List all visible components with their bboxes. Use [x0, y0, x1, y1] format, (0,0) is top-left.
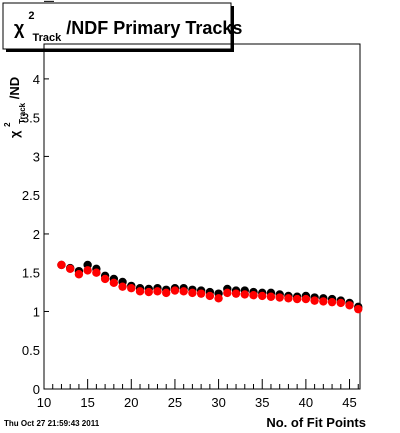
data-point [188, 288, 197, 298]
x-tick-label: 45 [342, 395, 356, 410]
x-axis-title: No. of Fit Points [266, 415, 366, 430]
ylabel-chi: χ [7, 130, 22, 138]
x-tick-label: 35 [255, 395, 269, 410]
y-tick-label: 3 [33, 149, 40, 164]
data-markers [57, 260, 363, 314]
data-point [144, 287, 153, 297]
footer-timestamp: Thu Oct 27 21:59:43 2011 [4, 419, 100, 428]
y-tick-label: 4 [33, 72, 40, 87]
data-point [196, 289, 206, 298]
x-tick-label: 25 [168, 395, 182, 410]
data-point [65, 264, 75, 274]
x-tick-label: 20 [124, 395, 138, 410]
data-point [240, 290, 249, 299]
x-tick-label: 40 [299, 395, 313, 410]
title-sub: Track [33, 32, 63, 44]
x-tick-label: 30 [211, 395, 225, 410]
data-point [127, 284, 136, 293]
y-tick-label: 1 [33, 304, 40, 319]
plot-frame [43, 43, 361, 390]
data-point [258, 291, 267, 301]
y-tick-label: 1.5 [22, 266, 40, 281]
ylabel-sub: Track [18, 102, 27, 123]
data-point [118, 282, 127, 291]
title-rest: /NDF Primary Tracks [66, 18, 242, 38]
y-tick-label: 3.5 [22, 111, 40, 126]
data-point [292, 294, 302, 304]
data-point [153, 287, 162, 296]
y-tick-label: 2 [33, 227, 40, 242]
data-point [345, 301, 354, 310]
ylabel-sup: 2 [3, 122, 12, 127]
series-2 [57, 260, 363, 314]
data-point [83, 266, 92, 275]
y-axis-title: χ 2 Track /ND [0, 77, 28, 138]
x-tick-label: 15 [80, 395, 94, 410]
title-sup: 2 [28, 10, 34, 22]
y-tick-label: 0 [33, 382, 40, 397]
data-point [135, 287, 145, 296]
data-point [336, 298, 345, 308]
data-point [205, 291, 215, 301]
ylabel-rest: /ND [7, 77, 22, 99]
data-point [310, 296, 319, 305]
data-point [92, 268, 101, 277]
data-point [74, 270, 84, 279]
data-point [231, 289, 241, 298]
data-point [275, 293, 284, 302]
data-point [214, 294, 223, 303]
axes: 10 15 20 25 30 35 40 45 0 0.5 1 1.5 2 2.5 3 3.5 4 [22, 0, 359, 410]
data-point [354, 304, 363, 314]
data-point [170, 286, 180, 295]
data-point [223, 288, 232, 298]
chart-title: χ 2 Track /NDF Primary Tracks [14, 3, 242, 45]
title-box [2, 2, 232, 50]
data-point [327, 297, 337, 307]
x-tick-label: 10 [37, 395, 51, 410]
data-point [284, 294, 293, 303]
y-tick-label: 0.5 [22, 343, 40, 358]
data-point [57, 260, 66, 270]
data-point [319, 297, 328, 306]
data-point [249, 290, 258, 300]
data-point [109, 278, 119, 287]
data-point [301, 294, 311, 304]
title-chi: χ [14, 18, 25, 38]
y-tick-label: 2.5 [22, 188, 40, 203]
data-point [266, 292, 276, 301]
data-point [179, 287, 188, 296]
data-point [100, 274, 110, 284]
data-point [162, 288, 171, 298]
